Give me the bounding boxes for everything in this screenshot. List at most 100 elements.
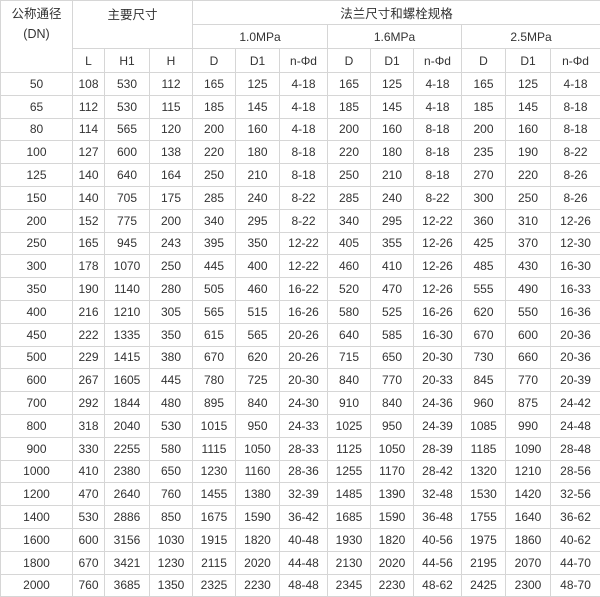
table-cell: 840 — [327, 368, 372, 393]
table-cell: 330 — [72, 436, 105, 461]
table-cell: 1230 — [148, 550, 194, 575]
table-cell: 2886 — [104, 505, 150, 529]
table-cell: 220 — [505, 163, 552, 187]
table-cell: 640 — [104, 163, 150, 187]
table-cell: 8-18 — [550, 94, 600, 119]
column-header: D — [461, 48, 507, 73]
column-header: D1 — [505, 48, 552, 73]
dn-cell: 50 — [0, 72, 73, 96]
table-cell: 1160 — [235, 459, 281, 484]
dn-cell: 2000 — [0, 573, 73, 597]
table-cell: 490 — [505, 277, 552, 301]
table-cell: 2115 — [192, 550, 237, 575]
dn-cell: 80 — [0, 117, 73, 142]
table-row: 300 178 1070 250 445 400 12-22 460 410 12-26 485 43… — [0, 254, 600, 279]
table-cell: 165 — [72, 231, 105, 256]
table-cell: 760 — [148, 482, 194, 507]
table-cell: 4-18 — [550, 72, 600, 96]
table-cell: 250 — [327, 163, 372, 187]
table-cell: 850 — [148, 505, 194, 529]
column-header: D1 — [235, 48, 281, 73]
table-cell: 125 — [370, 72, 415, 96]
table-row: 1200 470 2640 760 1455 1380 32-39 1485 1390 32-48… — [0, 482, 600, 507]
table-cell: 460 — [235, 277, 281, 301]
table-cell: 1230 — [192, 459, 237, 484]
table-cell: 180 — [370, 140, 415, 165]
table-cell: 200 — [192, 117, 237, 142]
table-cell: 270 — [461, 163, 507, 187]
table-cell: 178 — [72, 254, 105, 279]
table-row: 250 165 945 243 395 350 12-22 405 355 12-26 425 370… — [0, 231, 600, 256]
table-cell: 1255 — [327, 459, 372, 484]
table-cell: 1640 — [505, 505, 552, 529]
table-cell: 670 — [72, 550, 105, 575]
table-cell: 705 — [104, 185, 150, 210]
dn-cell: 500 — [0, 345, 73, 370]
table-cell: 243 — [148, 231, 194, 256]
table-cell: 405 — [327, 231, 372, 256]
table-cell: 222 — [72, 322, 105, 347]
dn-cell: 300 — [0, 254, 73, 279]
table-cell: 250 — [505, 185, 552, 210]
table-cell: 28-48 — [550, 436, 600, 461]
table-cell: 200 — [148, 208, 194, 233]
pressure-header: 1.6MPa — [327, 24, 463, 49]
table-cell: 138 — [148, 140, 194, 165]
dn-label: 公称通径 — [11, 7, 62, 21]
table-cell: 600 — [505, 322, 552, 347]
dn-cell: 1200 — [0, 482, 73, 507]
table-cell: 28-42 — [413, 459, 463, 484]
column-header: n-Φd — [279, 48, 329, 73]
table-row: 500 229 1415 380 670 620 20-26 715 650 20-30 730 66… — [0, 345, 600, 370]
table-cell: 395 — [192, 231, 237, 256]
table-cell: 200 — [327, 117, 372, 142]
table-cell: 8-18 — [279, 163, 329, 187]
table-cell: 565 — [235, 322, 281, 347]
table-cell: 160 — [370, 117, 415, 142]
table-cell: 1915 — [192, 527, 237, 552]
table-cell: 240 — [235, 185, 281, 210]
table-cell: 945 — [104, 231, 150, 256]
table-cell: 1390 — [370, 482, 415, 507]
table-cell: 600 — [72, 527, 105, 552]
table-cell: 1115 — [192, 436, 237, 461]
table-cell: 4-18 — [413, 72, 463, 96]
table-cell: 760 — [72, 573, 105, 597]
table-cell: 585 — [370, 322, 415, 347]
table-cell: 115 — [148, 94, 194, 119]
table-cell: 8-22 — [279, 208, 329, 233]
dn-header: 公称通径 (DN) — [0, 0, 73, 73]
dn-cell: 600 — [0, 368, 73, 393]
table-cell: 285 — [192, 185, 237, 210]
table-cell: 3156 — [104, 527, 150, 552]
table-cell: 16-26 — [413, 299, 463, 324]
dn-cell: 350 — [0, 277, 73, 301]
column-header: D — [192, 48, 237, 73]
table-cell: 770 — [505, 368, 552, 393]
table-cell: 2325 — [192, 573, 237, 597]
table-cell: 960 — [461, 391, 507, 415]
table-cell: 1140 — [104, 277, 150, 301]
table-cell: 24-48 — [550, 413, 600, 438]
table-cell: 8-18 — [279, 140, 329, 165]
table-cell: 28-36 — [279, 459, 329, 484]
dn-cell: 450 — [0, 322, 73, 347]
table-cell: 725 — [235, 368, 281, 393]
table-cell: 620 — [235, 345, 281, 370]
table-cell: 2195 — [461, 550, 507, 575]
table-cell: 20-33 — [413, 368, 463, 393]
table-cell: 1335 — [104, 322, 150, 347]
table-cell: 1685 — [327, 505, 372, 529]
table-row: 150 140 705 175 285 240 8-22 285 240 8-22 300 250 8-… — [0, 185, 600, 210]
dn-cell: 1000 — [0, 459, 73, 484]
table-cell: 8-26 — [550, 163, 600, 187]
table-row: 1800 670 3421 1230 2115 2020 44-48 2130 2020 44-5… — [0, 550, 600, 575]
table-row: 600 267 1605 445 780 725 20-30 840 770 20-33 845 77… — [0, 368, 600, 393]
table-row: 200 152 775 200 340 295 8-22 340 295 12-22 360 310 1… — [0, 208, 600, 233]
table-cell: 16-30 — [550, 254, 600, 279]
flange-header: 法兰尺寸和螺栓规格 — [192, 0, 600, 25]
table-cell: 660 — [505, 345, 552, 370]
table-cell: 520 — [327, 277, 372, 301]
table-row: 450 222 1335 350 615 565 20-26 640 585 16-30 670 60… — [0, 322, 600, 347]
